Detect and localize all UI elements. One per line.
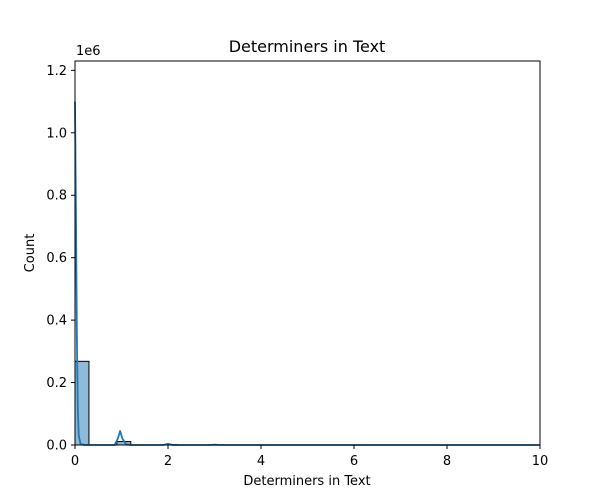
y-multiplier-label: 1e6 [76,44,101,59]
x-axis-ticks: 0 2 4 6 8 10 [71,445,548,469]
x-tick-label: 4 [257,454,265,469]
y-axis-label: Count [23,234,38,273]
y-tick-label: 0.6 [46,251,67,266]
y-tick-label: 0.0 [46,439,67,454]
y-tick-label: 0.4 [46,314,67,329]
x-tick-label: 0 [71,454,79,469]
y-tick-label: 1.0 [46,126,67,141]
histogram-bars [74,360,178,446]
kde-curve [74,101,540,446]
x-axis-label: Determiners in Text [243,474,370,489]
x-tick-label: 6 [350,454,358,469]
y-tick-label: 0.2 [46,376,67,391]
plot-frame [74,60,541,446]
y-axis-ticks: 0.0 0.2 0.4 0.6 0.8 1.0 1.2 [46,64,75,454]
x-tick-label: 2 [164,454,172,469]
x-tick-label: 8 [443,454,451,469]
y-tick-label: 0.8 [46,189,67,204]
chart-title: Determiners in Text [229,37,386,56]
x-tick-label: 10 [532,454,549,469]
y-tick-label: 1.2 [46,64,67,79]
